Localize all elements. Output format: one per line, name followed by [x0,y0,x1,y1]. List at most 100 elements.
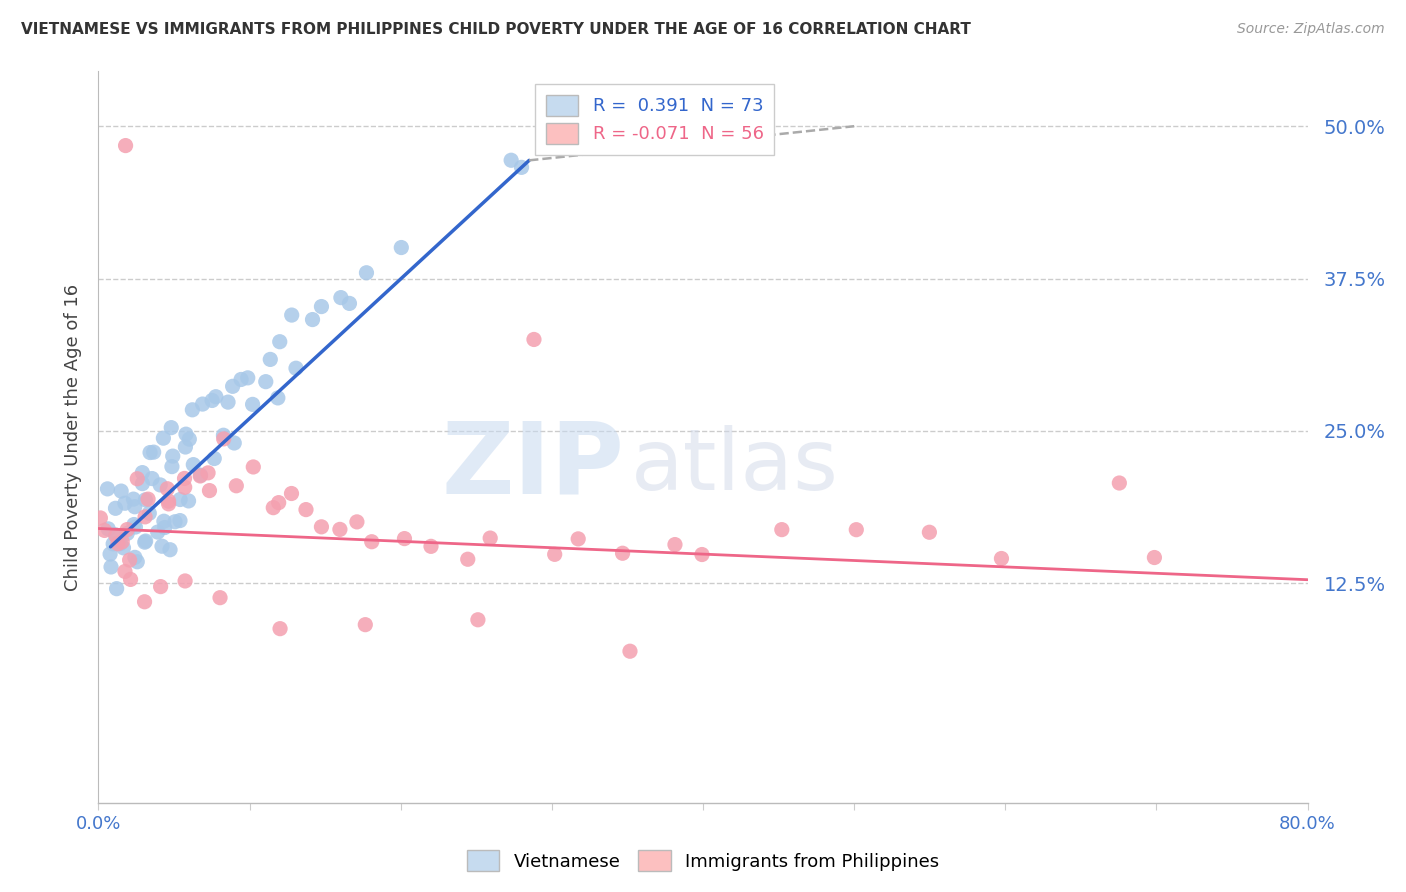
Point [115,523,138,537]
Point [131,466,153,480]
Point [224,436,246,450]
Point [179,432,201,446]
Point [157,497,180,511]
Point [134,492,156,507]
Point [918,525,941,540]
Point [510,161,533,175]
Point [259,352,281,367]
Point [122,492,145,507]
Point [467,613,489,627]
Point [612,546,634,560]
Point [160,420,183,434]
Point [236,371,259,385]
Point [354,617,377,632]
Point [146,524,169,539]
Point [221,379,243,393]
Point [105,582,128,596]
Point [89,511,111,525]
Point [479,531,502,545]
Point [285,361,308,376]
Point [254,375,277,389]
Point [169,492,191,507]
Point [990,551,1012,566]
Point [339,296,361,310]
Point [159,542,181,557]
Point [346,515,368,529]
Point [124,500,146,514]
Point [177,494,200,508]
Point [501,153,523,168]
Point [112,541,135,555]
Point [134,509,156,524]
Point [523,333,546,347]
Point [329,522,352,536]
Text: Source: ZipAtlas.com: Source: ZipAtlas.com [1237,22,1385,37]
Point [201,393,224,408]
Y-axis label: Child Poverty Under the Age of 16: Child Poverty Under the Age of 16 [63,284,82,591]
Point [139,445,162,459]
Point [1108,475,1130,490]
Point [114,496,136,510]
Point [131,476,153,491]
Point [162,449,184,463]
Point [127,555,149,569]
Point [567,532,589,546]
Point [173,480,195,494]
Point [153,514,176,528]
Point [225,479,247,493]
Point [169,514,191,528]
Point [157,494,180,508]
Point [104,528,127,542]
Point [114,138,136,153]
Point [174,440,197,454]
Text: ZIP: ZIP [441,417,624,515]
Point [262,500,284,515]
Point [93,524,115,538]
Point [664,538,686,552]
Legend: Vietnamese, Immigrants from Philippines: Vietnamese, Immigrants from Philippines [460,843,946,879]
Point [280,486,302,500]
Point [389,241,412,255]
Point [114,565,136,579]
Point [301,312,323,326]
Point [104,529,127,543]
Point [181,402,204,417]
Point [269,622,291,636]
Point [197,466,219,480]
Point [174,574,197,588]
Point [690,548,713,562]
Point [117,526,139,541]
Point [96,482,118,496]
Point [242,459,264,474]
Point [394,532,416,546]
Point [188,469,211,483]
Point [163,515,186,529]
Legend: R =  0.391  N = 73, R = -0.071  N = 56: R = 0.391 N = 73, R = -0.071 N = 56 [534,84,775,154]
Point [181,458,204,472]
Point [205,390,228,404]
Point [295,502,318,516]
Point [153,520,176,534]
Point [457,552,479,566]
Point [544,547,567,561]
Point [150,539,173,553]
Point [191,397,214,411]
Point [104,501,127,516]
Point [173,471,195,485]
Point [122,517,145,532]
Point [98,547,121,561]
Point [619,644,641,658]
Point [97,522,120,536]
Point [110,536,132,550]
Point [311,520,333,534]
Point [156,482,179,496]
Point [111,534,134,549]
Point [110,484,132,499]
Point [100,560,122,574]
Point [212,432,235,446]
Point [420,540,443,554]
Point [229,372,252,386]
Point [135,534,157,549]
Point [127,472,149,486]
Point [124,520,146,534]
